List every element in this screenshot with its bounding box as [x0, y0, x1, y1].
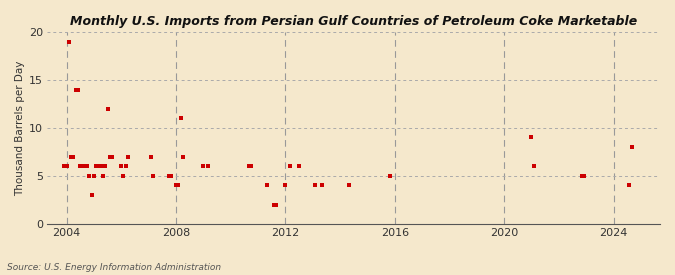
Point — [294, 164, 304, 169]
Point — [107, 155, 117, 159]
Point — [105, 155, 115, 159]
Point — [529, 164, 539, 169]
Point — [82, 164, 92, 169]
Point — [95, 164, 106, 169]
Point — [271, 202, 281, 207]
Point — [202, 164, 213, 169]
Point — [385, 174, 396, 178]
Point — [88, 174, 99, 178]
Point — [310, 183, 321, 188]
Point — [176, 116, 186, 120]
Point — [280, 183, 291, 188]
Point — [90, 164, 101, 169]
Point — [246, 164, 256, 169]
Point — [262, 183, 273, 188]
Point — [526, 135, 537, 140]
Point — [84, 174, 95, 178]
Point — [123, 155, 134, 159]
Point — [173, 183, 184, 188]
Point — [93, 164, 104, 169]
Text: Source: U.S. Energy Information Administration: Source: U.S. Energy Information Administ… — [7, 263, 221, 272]
Title: Monthly U.S. Imports from Persian Gulf Countries of Petroleum Coke Marketable: Monthly U.S. Imports from Persian Gulf C… — [70, 15, 637, 28]
Point — [148, 174, 159, 178]
Point — [269, 202, 279, 207]
Point — [116, 164, 127, 169]
Point — [63, 39, 74, 44]
Point — [75, 164, 86, 169]
Y-axis label: Thousand Barrels per Day: Thousand Barrels per Day — [15, 60, 25, 196]
Point — [102, 106, 113, 111]
Point — [198, 164, 209, 169]
Point — [178, 155, 188, 159]
Point — [59, 164, 70, 169]
Point — [624, 183, 634, 188]
Point — [164, 174, 175, 178]
Point — [244, 164, 254, 169]
Point — [285, 164, 296, 169]
Point — [118, 174, 129, 178]
Point — [578, 174, 589, 178]
Point — [121, 164, 132, 169]
Point — [61, 164, 72, 169]
Point — [626, 145, 637, 149]
Point — [68, 155, 79, 159]
Point — [166, 174, 177, 178]
Point — [100, 164, 111, 169]
Point — [171, 183, 182, 188]
Point — [66, 155, 77, 159]
Point — [80, 164, 90, 169]
Point — [70, 87, 81, 92]
Point — [344, 183, 354, 188]
Point — [73, 87, 84, 92]
Point — [98, 174, 109, 178]
Point — [317, 183, 327, 188]
Point — [77, 164, 88, 169]
Point — [86, 193, 97, 197]
Point — [576, 174, 587, 178]
Point — [145, 155, 156, 159]
